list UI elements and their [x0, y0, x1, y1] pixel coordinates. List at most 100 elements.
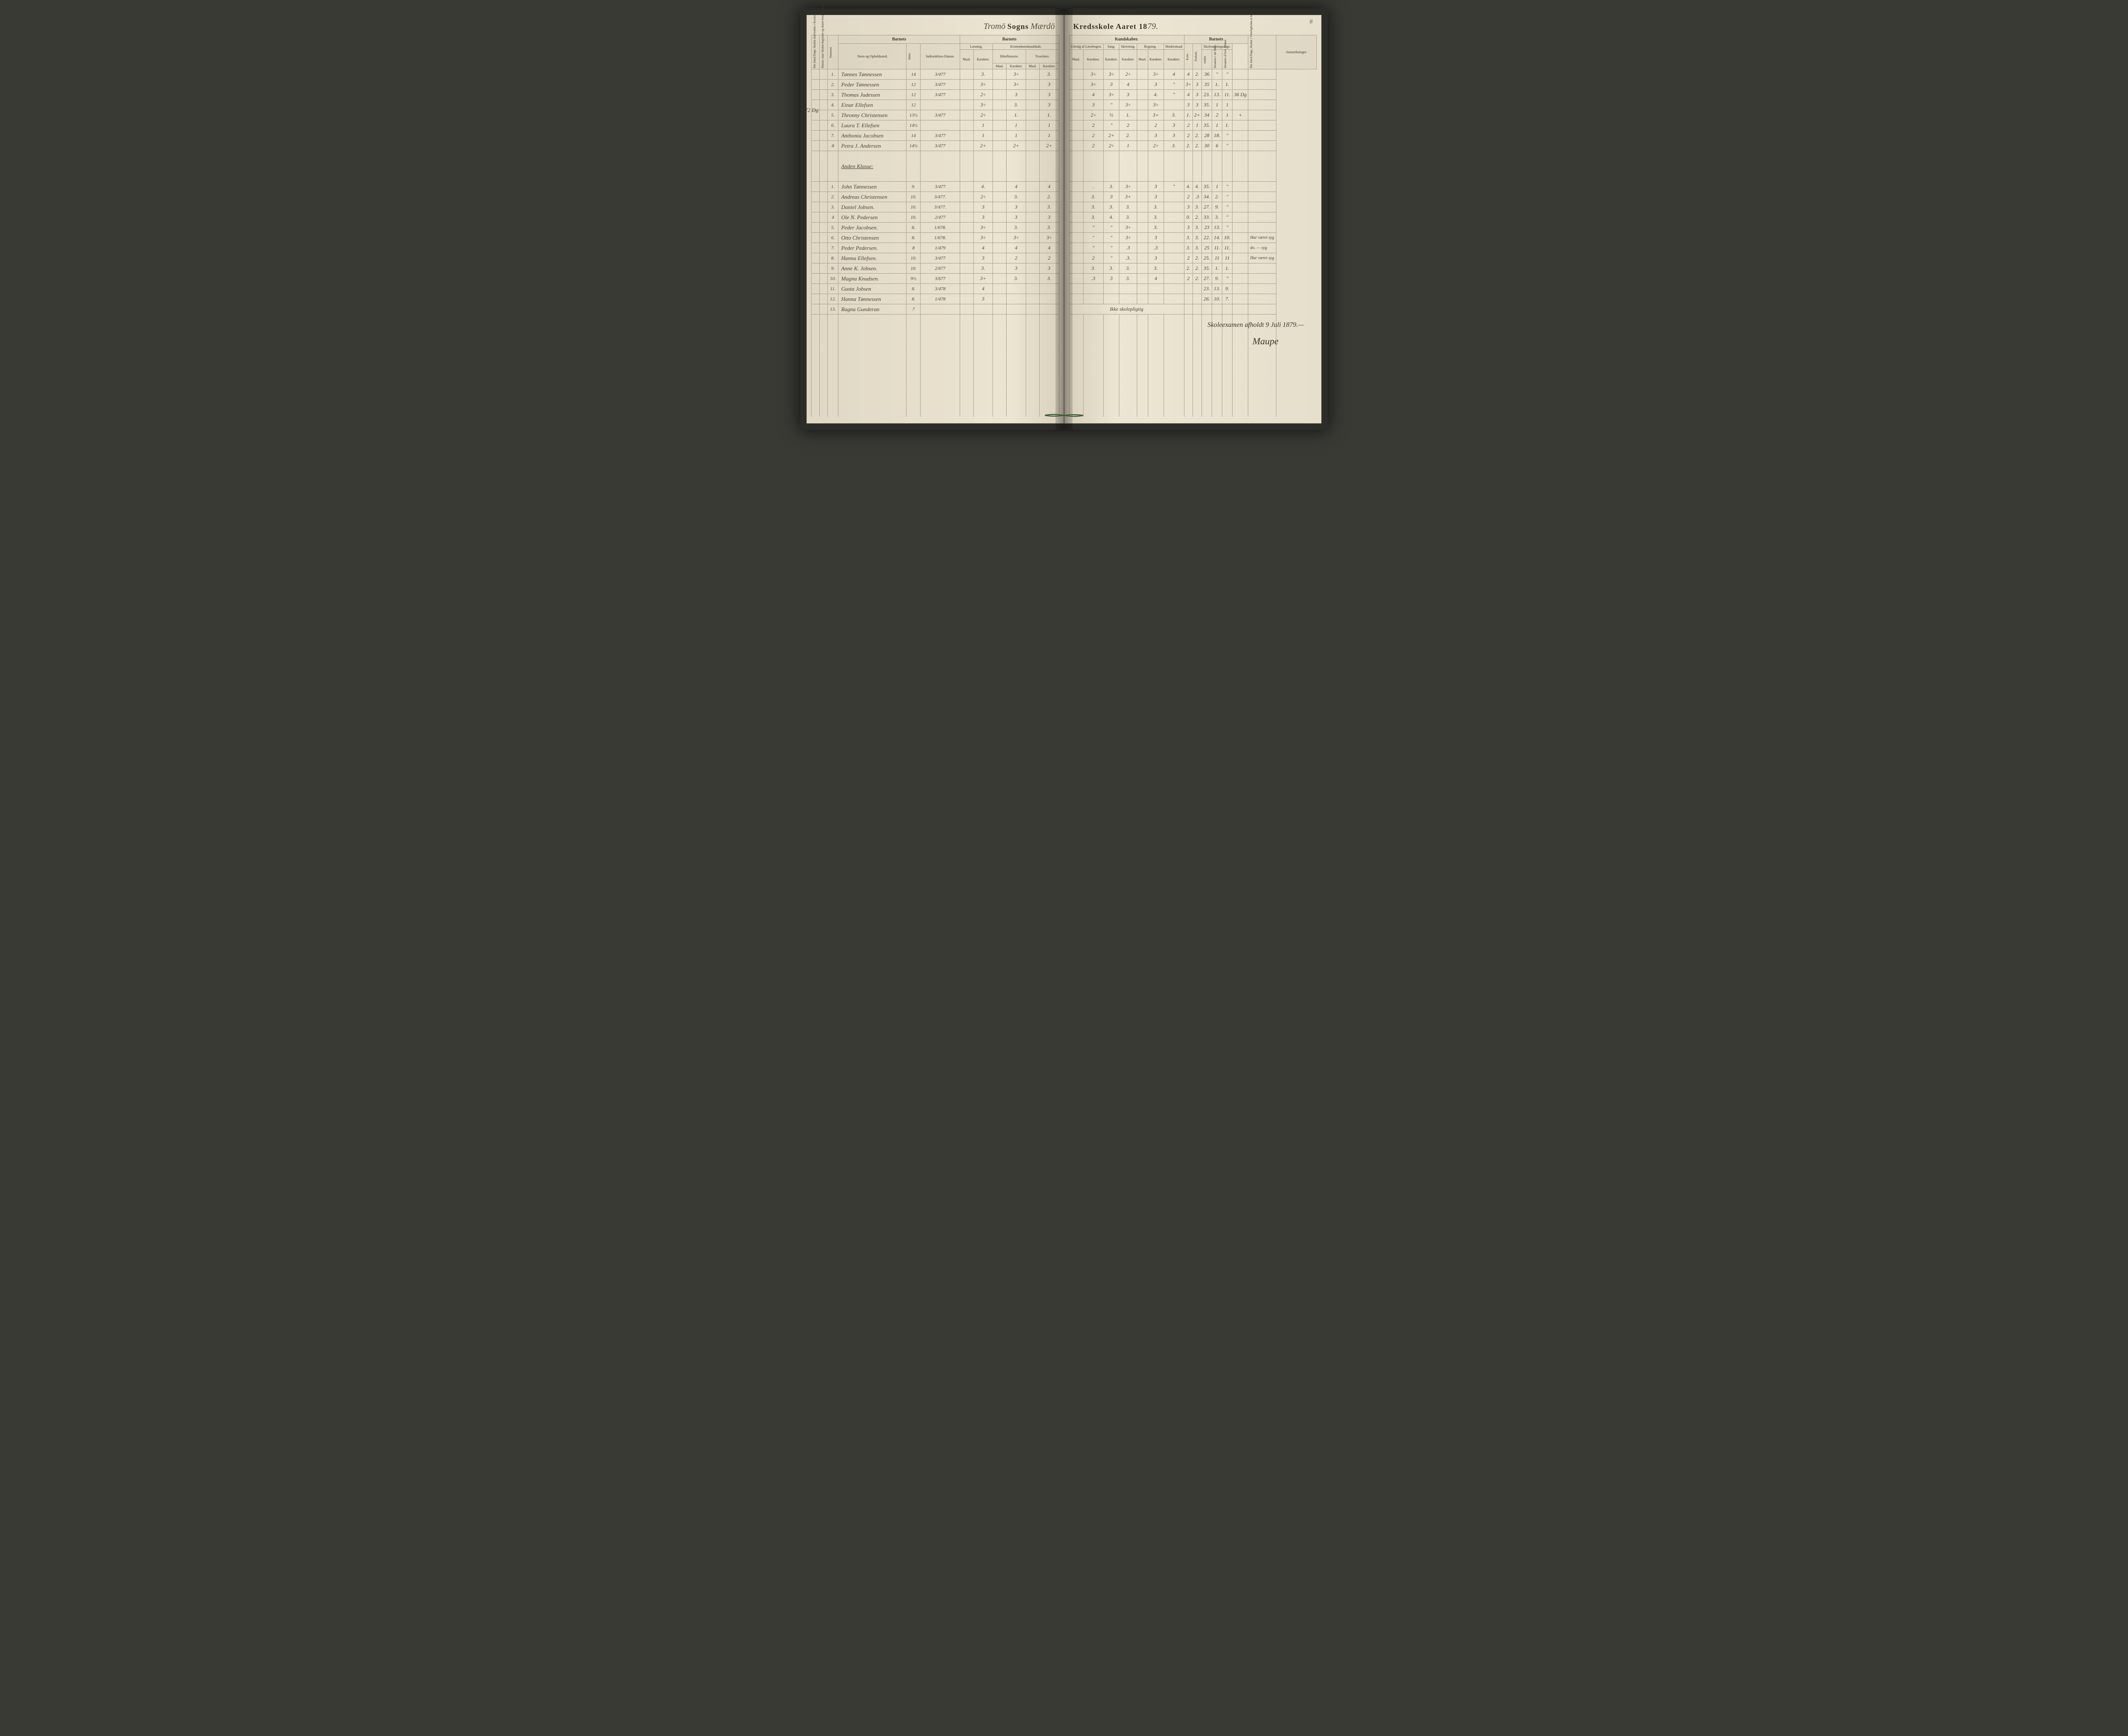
- ledger-table-left: Det Antal Dage, Skolen skal holdes i Kre…: [811, 35, 1059, 417]
- cell-lk: 3: [973, 253, 993, 263]
- cell-lk: 3: [973, 212, 993, 223]
- cell-rk: 3.: [1148, 202, 1164, 212]
- cell-rk: 2: [1148, 120, 1164, 131]
- cell-bm: [993, 223, 1007, 233]
- cell-name: Laura T. Ellefsen: [838, 120, 907, 131]
- empty-row: [812, 366, 1059, 376]
- table-row: 7. Peder Pedersen. 8 1/479 4 4 4: [812, 243, 1059, 253]
- cell-an: [1248, 263, 1276, 274]
- cell-bm: [993, 263, 1007, 274]
- cell-tk: 4: [1039, 182, 1059, 192]
- margin-note-left: 72 Dg: [805, 107, 818, 114]
- cell-sk: 3: [1119, 90, 1137, 100]
- cell-fh: 2.: [1193, 263, 1201, 274]
- cell-dat: [921, 120, 960, 131]
- table-row: 9. Anne K. Jobsen. 10. 2/677 3. 3 3: [812, 263, 1059, 274]
- cell-f1: 11.: [1212, 243, 1222, 253]
- cell-ikke: Ikke skolepligtig: [1069, 304, 1184, 315]
- cell-bk: [1007, 304, 1026, 315]
- cell-dat: 3/477: [921, 131, 960, 141]
- cell-bk: 1: [1007, 120, 1026, 131]
- cell-fh: .3: [1193, 192, 1201, 202]
- cell-age: 14: [907, 131, 921, 141]
- cell-mmk: 3: [1164, 131, 1184, 141]
- cell-ad: [1233, 223, 1248, 233]
- cell-an: [1248, 131, 1276, 141]
- cell-lk: 2+: [973, 141, 993, 151]
- cell-age: 8.: [907, 294, 921, 304]
- cell-tm: [1026, 243, 1039, 253]
- title-kreds: Kredsskole Aaret 18: [1073, 22, 1147, 31]
- cell-bm: [993, 192, 1007, 202]
- cell-name: Hanna Ellefsen.: [838, 253, 907, 263]
- cell-ad: [1233, 141, 1248, 151]
- cell-lm: [960, 263, 973, 274]
- table-row: 13. Ragna Gunderan 7: [812, 304, 1059, 315]
- cell-rk: 3÷: [1148, 100, 1164, 110]
- table-row: 1. Tønnes Tønnessen 14 3/477 3. 3÷ 3.: [812, 69, 1059, 80]
- cell-lm: [960, 284, 973, 294]
- cell-sk: 3÷: [1119, 223, 1137, 233]
- cell-uk: 3: [1083, 100, 1104, 110]
- cell-bm: [993, 274, 1007, 284]
- cell-tm: [1026, 69, 1039, 80]
- cell-f1: 18.: [1212, 131, 1222, 141]
- cell-an: [1248, 120, 1276, 131]
- cell-lk: 2÷: [973, 192, 993, 202]
- hdr-t-kar: Karakter.: [1039, 63, 1059, 69]
- cell-f2: ": [1222, 131, 1233, 141]
- table-row: 1. John Tønnessen 9. 3/477 4. 4 4: [812, 182, 1059, 192]
- cell-bk: 4: [1007, 243, 1026, 253]
- cell-f1: 13.: [1212, 90, 1222, 100]
- cell-name: Peder Jacobsen.: [838, 223, 907, 233]
- cell-ev: [1184, 284, 1193, 294]
- cell-sa: 3: [1104, 80, 1119, 90]
- cell-f2: ": [1222, 192, 1233, 202]
- cell-rk: 3: [1148, 131, 1164, 141]
- cell-num: 10.: [827, 274, 838, 284]
- empty-row: [812, 325, 1059, 335]
- cell-sa: 3: [1104, 192, 1119, 202]
- table-row: 2. Andreas Christensen 10. 3/477. 2÷ 3. …: [812, 192, 1059, 202]
- cell-dat: 3/477: [921, 90, 960, 100]
- cell-ad: [1233, 69, 1248, 80]
- table-row: 2 2÷ 1 2÷ 3. 2. 2. 30 6 ": [1069, 141, 1317, 151]
- cell-ev: 3: [1184, 100, 1193, 110]
- cell-num: 4: [827, 212, 838, 223]
- cell-md: 35.: [1202, 263, 1212, 274]
- cell-dat: 1/678.: [921, 233, 960, 243]
- cell-md: 34: [1202, 110, 1212, 120]
- hdr-datum: Datum, naar Skolen begynder og slutter h…: [821, 36, 824, 68]
- cell-age: 14: [907, 69, 921, 80]
- cell-md: 23: [1202, 223, 1212, 233]
- cell-f2: 10.: [1222, 233, 1233, 243]
- table-row: 5. Peder Jacobsen. 8. 1/678. 3÷ 3. 3.: [812, 223, 1059, 233]
- cell-num: 7.: [827, 243, 838, 253]
- cell-tk: 3: [1039, 90, 1059, 100]
- cell-lk: 3÷: [973, 80, 993, 90]
- cell-ev: 2: [1184, 192, 1193, 202]
- cell-rm: [1137, 90, 1148, 100]
- cell-tm: [1026, 233, 1039, 243]
- cell-dat: 1/678.: [921, 223, 960, 233]
- cell-tm: [1026, 192, 1039, 202]
- cell-bk: [1007, 284, 1026, 294]
- cell-lk: 4: [973, 243, 993, 253]
- cell-ad: [1233, 182, 1248, 192]
- table-row: 3÷ 3 4 3 " 3÷ 3 35 1. 1.: [1069, 80, 1317, 90]
- hdr-antal-dage: Det Antal Dage, Skolen skal holdes i Kre…: [813, 36, 816, 68]
- cell-age: 12: [907, 100, 921, 110]
- ledger-table-right: Kundskaber. Barnets Det Antal Dage, Skol…: [1069, 35, 1317, 417]
- cell-lk: 2÷: [973, 110, 993, 120]
- cell-ad: [1233, 131, 1248, 141]
- cell-tk: 2: [1039, 253, 1059, 263]
- hdr-sang: Sang.: [1104, 44, 1119, 50]
- cell-rk: 3÷: [1148, 69, 1164, 80]
- cell-num: 1.: [827, 69, 838, 80]
- cell-uk: [1083, 284, 1104, 294]
- cell-ad: [1233, 80, 1248, 90]
- table-row: " " .3 .3 3. 3. 25 11. 11. do. — syg: [1069, 243, 1317, 253]
- cell-bm: [993, 253, 1007, 263]
- cell-bm: [993, 243, 1007, 253]
- cell-sk: 2÷: [1119, 69, 1137, 80]
